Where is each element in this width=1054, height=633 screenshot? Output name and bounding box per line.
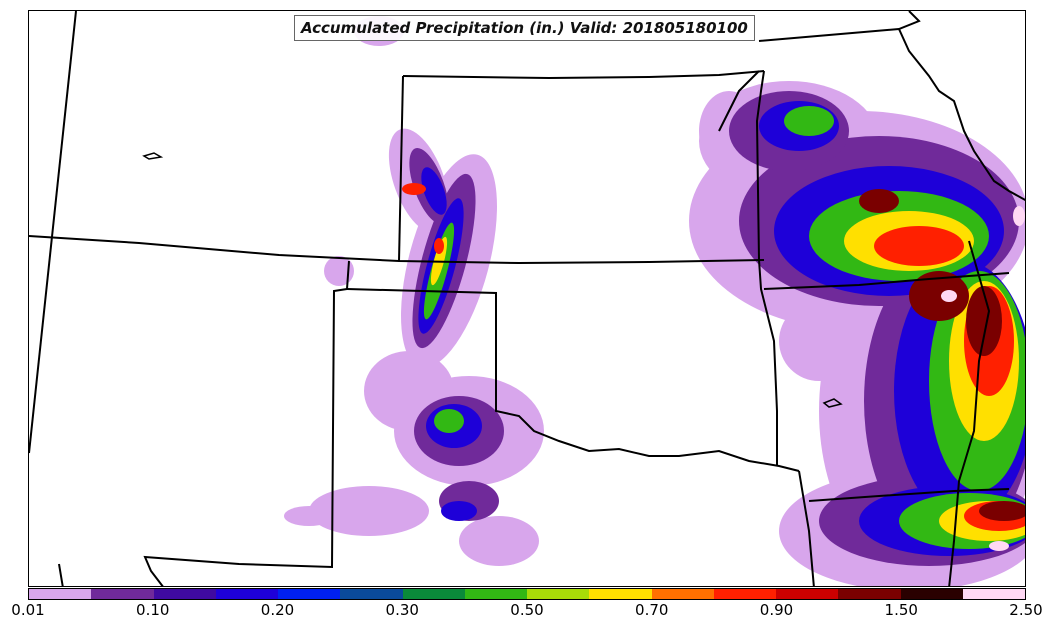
colorbar-segment xyxy=(278,589,341,599)
colorbar-segment xyxy=(900,589,963,599)
colorbar-segment xyxy=(29,589,92,599)
precipitation-field xyxy=(284,16,1025,586)
colorbar-tick-label: 0.70 xyxy=(635,601,669,619)
colorbar-tick-label: 0.10 xyxy=(136,601,170,619)
map-canvas xyxy=(29,11,1025,586)
colorbar-tick-label: 0.20 xyxy=(260,601,295,619)
colorbar-segment xyxy=(464,589,527,599)
colorbar-tick-label: 0.90 xyxy=(759,601,794,619)
colorbar-segment xyxy=(527,589,590,599)
colorbar-segment xyxy=(962,589,1025,599)
colorbar-segment xyxy=(91,589,154,599)
state-boundaries xyxy=(29,11,1025,586)
colorbar-labels: 0.01 0.10 0.20 0.30 0.50 0.70 0.90 1.50 2.50 xyxy=(0,601,1054,627)
map-title: Accumulated Precipitation (in.) Valid: 2… xyxy=(301,19,748,37)
colorbar-segment xyxy=(776,589,839,599)
lake-outlines xyxy=(142,152,843,408)
colorbar-tick-label: 0.01 xyxy=(11,601,45,619)
map-title-box: Accumulated Precipitation (in.) Valid: 2… xyxy=(294,15,755,41)
colorbar-tick-label: 1.50 xyxy=(884,601,918,619)
precipitation-map xyxy=(28,10,1026,587)
colorbar-segment xyxy=(402,589,465,599)
colorbar-tick-label: 0.30 xyxy=(385,601,419,619)
colorbar-segment xyxy=(589,589,652,599)
colorbar-tick-label: 0.50 xyxy=(510,601,544,619)
colorbar-segment xyxy=(838,589,901,599)
colorbar-segment xyxy=(340,589,403,599)
colorbar-segment xyxy=(215,589,278,599)
colorbar-segment xyxy=(651,589,714,599)
colorbar-tick-label: 2.50 xyxy=(1009,601,1043,619)
colorbar-segment xyxy=(713,589,776,599)
colorbar xyxy=(28,588,1026,600)
colorbar-segment xyxy=(153,589,216,599)
